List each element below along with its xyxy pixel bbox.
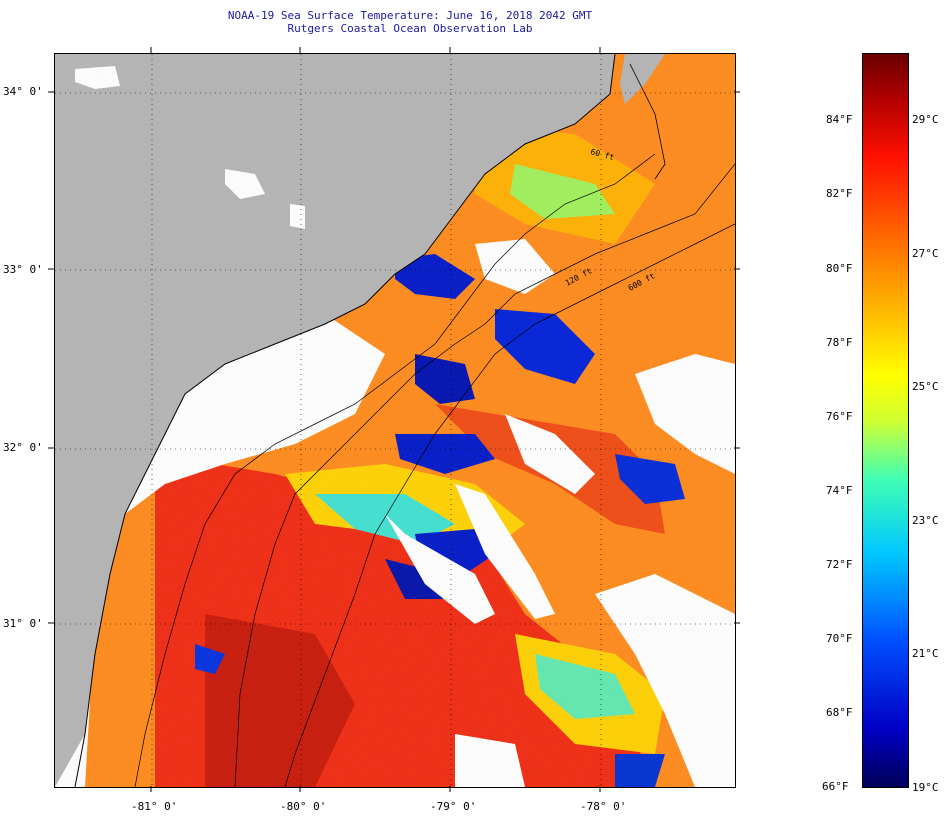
- colorbar-c-23: 23°C: [912, 514, 939, 527]
- lat-label-34: 34° 0': [3, 85, 43, 98]
- colorbar-c-27: 27°C: [912, 247, 939, 260]
- colorbar-f-78: 78°F: [826, 336, 853, 349]
- satellite-grain: [55, 54, 735, 787]
- colorbar-c-21: 21°C: [912, 647, 939, 660]
- isobath-120ft: [234, 163, 735, 787]
- colorbar-f-70: 70°F: [826, 632, 853, 645]
- coastline-northeast: [629, 63, 666, 180]
- isobath-60ft: [134, 153, 656, 787]
- isobath-600ft: [284, 223, 735, 787]
- coastline: [74, 54, 616, 787]
- sst-map-canvas: 120 ft 600 ft 60 ft: [55, 54, 735, 787]
- lat-label-32: 32° 0': [3, 441, 43, 454]
- sst-map: 120 ft 600 ft 60 ft: [54, 53, 736, 788]
- graticule: [55, 54, 735, 787]
- colorbar-c-19: 19°C: [912, 781, 939, 794]
- lon-label-79: -79° 0': [430, 800, 477, 813]
- lat-label-33: 33° 0': [3, 263, 43, 276]
- colorbar-f-66: 66°F: [822, 780, 849, 793]
- colorbar-f-82: 82°F: [826, 187, 853, 200]
- colorbar-f-84: 84°F: [826, 113, 853, 126]
- colorbar-f-76: 76°F: [826, 410, 853, 423]
- colorbar-f-74: 74°F: [826, 484, 853, 497]
- map-subtitle: Rutgers Coastal Ocean Observation Lab: [287, 22, 533, 35]
- lon-label-81: -81° 0': [131, 800, 178, 813]
- map-title: NOAA-19 Sea Surface Temperature: June 16…: [227, 9, 593, 22]
- temperature-colorbar: [862, 53, 909, 788]
- colorbar-f-80: 80°F: [826, 262, 853, 275]
- lon-label-80: -80° 0': [280, 800, 327, 813]
- colorbar-c-29: 29°C: [912, 113, 939, 126]
- colorbar-c-25: 25°C: [912, 380, 939, 393]
- colorbar-f-68: 68°F: [826, 706, 853, 719]
- colorbar-f-72: 72°F: [826, 558, 853, 571]
- lat-label-31: 31° 0': [3, 617, 43, 630]
- lon-label-78: -78° 0': [580, 800, 627, 813]
